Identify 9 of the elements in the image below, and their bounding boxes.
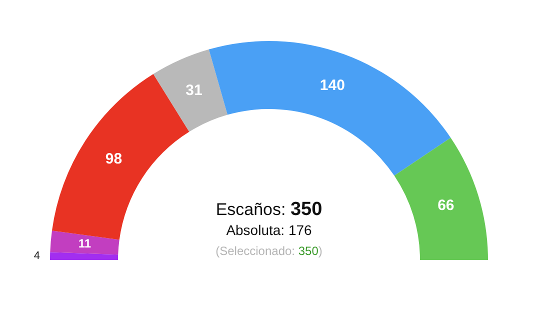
data-label: 140: [320, 77, 345, 94]
data-label: 31: [186, 82, 202, 99]
text: Absoluta: 176: [226, 222, 312, 238]
text: Escaños: 350: [216, 199, 322, 220]
text: (Seleccionado: 350): [216, 244, 322, 258]
data-label: 11: [78, 236, 92, 250]
data-label: 66: [438, 196, 454, 214]
data-label: 98: [105, 150, 122, 168]
data-label: 4: [34, 250, 40, 262]
